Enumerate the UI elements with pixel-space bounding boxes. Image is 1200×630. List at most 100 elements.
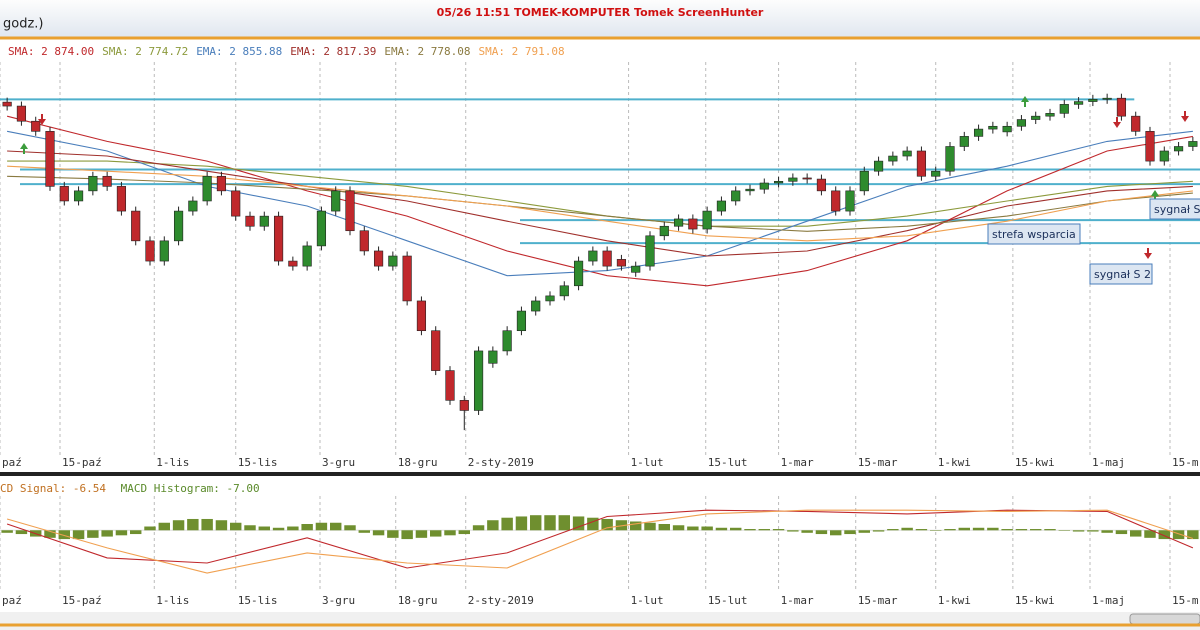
- macd-histogram-bar: [230, 522, 242, 531]
- annotation: sygnał S: [1154, 203, 1200, 216]
- scrollbar[interactable]: [0, 612, 1200, 630]
- macd-histogram-bar: [1015, 529, 1028, 531]
- candle-body: [716, 200, 727, 212]
- candle-body: [188, 200, 198, 212]
- candle-body: [959, 136, 969, 147]
- macd-histogram-bar: [258, 526, 270, 531]
- macd-histogram-bar: [830, 530, 842, 536]
- macd-histogram-bar: [315, 522, 328, 531]
- macd-histogram-bar: [1187, 530, 1199, 540]
- macd-histogram-bar: [987, 527, 999, 531]
- x-tick-label: 15-mar: [858, 594, 898, 607]
- candle-body: [773, 181, 784, 184]
- candle-body: [688, 218, 698, 230]
- legend-entry: EMA: 2 778.08: [384, 45, 470, 58]
- candle-body: [602, 250, 612, 267]
- macd-histogram-bar: [15, 530, 28, 535]
- candle-body: [731, 190, 741, 202]
- candle-body: [459, 400, 469, 411]
- macd-histogram-bar: [844, 530, 856, 535]
- x-tick-label: paź: [2, 594, 22, 607]
- candle-body: [616, 259, 627, 267]
- legend-entry: SMA: 2 774.72: [102, 45, 188, 58]
- candle-body: [373, 250, 384, 267]
- candle-body: [659, 225, 669, 237]
- x-tick-label: paź: [2, 456, 22, 469]
- macd-histogram-bar: [1072, 530, 1085, 532]
- annotation-box: [987, 223, 1081, 245]
- macd-histogram-bar: [130, 530, 142, 535]
- x-tick-label: 1-maj: [1092, 456, 1125, 469]
- candle-body: [145, 240, 155, 262]
- macd-histogram-bar: [201, 518, 213, 531]
- candle-body: [1016, 119, 1027, 127]
- x-tick-label: 15-paź: [62, 594, 102, 607]
- x-tick-label: 15-kwi: [1015, 594, 1055, 607]
- macd-histogram-bar: [915, 529, 928, 531]
- candle-body: [431, 330, 441, 371]
- x-tick-label: 18-gru: [398, 456, 438, 469]
- candle-body: [216, 175, 227, 192]
- moving-average: [6, 115, 1193, 287]
- macd-histogram-bar: [444, 530, 456, 536]
- candle-body: [931, 170, 941, 177]
- macd-histogram-bar: [872, 530, 885, 532]
- candle-body: [302, 245, 312, 267]
- candle-body: [88, 175, 98, 192]
- macd-histogram-bar: [1058, 530, 1070, 531]
- macd-histogram-bar: [144, 526, 156, 531]
- capture-stamp: 05/26 11:51 TOMEK-KOMPUTER Tomek ScreenH…: [437, 6, 764, 19]
- candle-body: [588, 250, 598, 262]
- macd-signal-label: CD Signal: -6.54: [0, 482, 106, 495]
- candle-body: [416, 300, 427, 332]
- candle-body: [259, 215, 269, 227]
- macd-histogram-bar: [787, 530, 799, 532]
- candle-body: [288, 260, 298, 267]
- candle-body: [245, 215, 255, 227]
- x-tick-label: 15-lut: [708, 456, 748, 469]
- x-tick-label: 15-kwi: [1015, 456, 1055, 469]
- candle-body: [102, 175, 112, 187]
- candle-body: [831, 190, 841, 212]
- candle-body: [445, 370, 455, 401]
- macd-histogram-bar: [572, 516, 585, 531]
- candle-body: [16, 105, 27, 122]
- scroll-thumb[interactable]: [1129, 613, 1200, 625]
- candle-body: [702, 210, 712, 230]
- annotation-box: [1089, 263, 1153, 285]
- macd-histogram-bar: [301, 524, 313, 531]
- macd-histogram-bar: [558, 515, 570, 531]
- candle-body: [888, 155, 898, 162]
- x-tick-label: 15-lut: [708, 594, 748, 607]
- candle-body: [1145, 131, 1155, 162]
- macd-line: [6, 509, 1194, 574]
- macd-histogram-bar: [501, 517, 513, 531]
- candle-body: [502, 330, 512, 352]
- macd-histogram-bar: [344, 525, 356, 531]
- candle-body: [1116, 97, 1127, 117]
- candle-body: [2, 101, 12, 107]
- candle-body: [402, 255, 412, 302]
- macd-histogram-bar: [601, 518, 613, 531]
- macd-histogram-bar: [701, 526, 713, 531]
- annotation: strefa wsparcia: [992, 228, 1076, 241]
- x-tick-label: 1-lis: [156, 456, 189, 469]
- macd-histogram-bar: [187, 518, 199, 531]
- candle-body: [945, 146, 955, 172]
- candle-body: [45, 131, 55, 187]
- candle-body: [473, 350, 484, 411]
- macd-histogram-bar: [958, 527, 970, 531]
- x-tick-label: 1-lis: [156, 594, 189, 607]
- candle-body: [331, 190, 341, 212]
- macd-histogram-bar: [1130, 530, 1142, 537]
- candle-body: [873, 160, 884, 172]
- x-tick-label: 1-mar: [781, 456, 814, 469]
- macd-histogram-bar: [1101, 530, 1113, 533]
- macd-histogram-bar: [1115, 530, 1128, 535]
- candle-body: [545, 295, 555, 302]
- indicator-legend: SMA: 2 874.00 SMA: 2 774.72 EMA: 2 855.88 E…: [8, 45, 565, 58]
- macd-histogram-bar: [458, 530, 470, 535]
- pane-separator: [0, 472, 1200, 476]
- macd-histogram-bar: [72, 530, 85, 540]
- x-tick-label: 15-lis: [238, 456, 278, 469]
